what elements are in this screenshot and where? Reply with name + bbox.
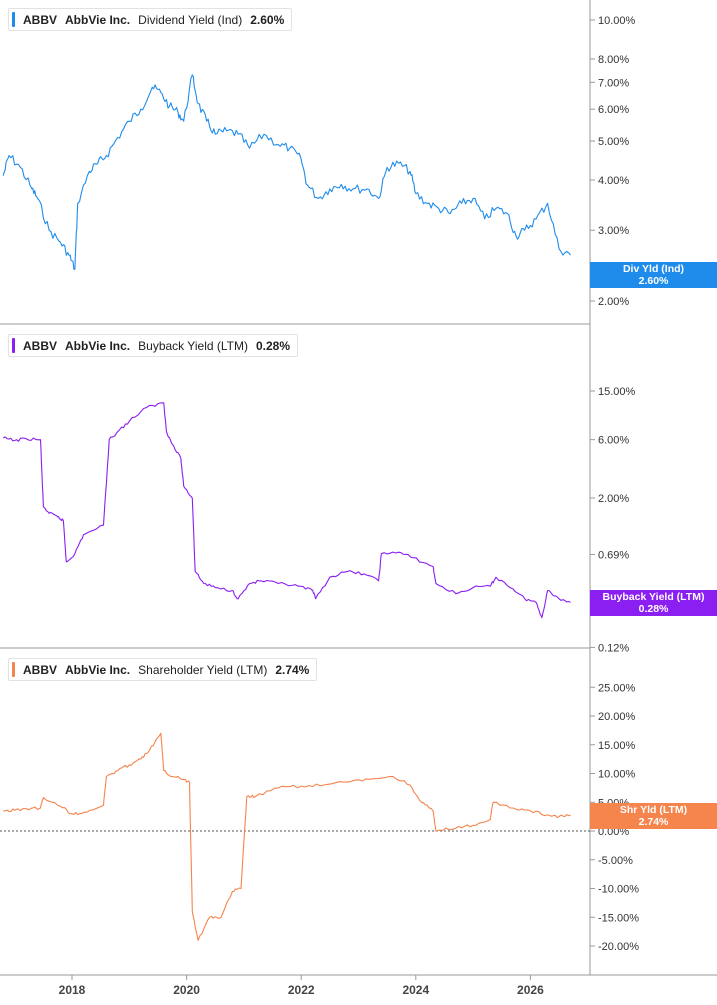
y-tick-label: 3.00%	[598, 225, 629, 237]
legend-company: AbbVie Inc.	[65, 338, 131, 353]
legend-buyback[interactable]: ABBV AbbVie Inc. Buyback Yield (LTM) 0.2…	[8, 334, 299, 357]
legend-dividend[interactable]: ABBV AbbVie Inc. Dividend Yield (Ind) 2.…	[8, 8, 293, 31]
legend-ticker: ABBV	[23, 662, 58, 677]
y-tick-label: 15.00%	[598, 740, 636, 752]
y-tick-label: -15.00%	[598, 912, 639, 924]
y-tick-label: 0.00%	[598, 826, 629, 838]
legend-value: 2.60%	[250, 12, 285, 27]
tag-label: Shr Yld (LTM)	[619, 804, 688, 816]
x-tick-label: 2020	[173, 983, 200, 997]
y-tick-label: 20.00%	[598, 711, 636, 723]
x-tick-label: 2024	[402, 983, 429, 997]
tag-value: 0.28%	[638, 603, 669, 615]
y-tick-label: 7.00%	[598, 77, 629, 89]
legend-metric: Shareholder Yield (LTM)	[138, 662, 268, 677]
y-tick-label: 8.00%	[598, 54, 629, 66]
legend-metric: Buyback Yield (LTM)	[138, 338, 248, 353]
y-tick-label: 15.00%	[598, 386, 636, 398]
series-swatch	[12, 12, 15, 27]
tag-label: Div Yld (Ind)	[622, 263, 685, 275]
series-line-shareholder	[3, 732, 571, 941]
lines-layer	[2, 74, 571, 941]
y-tick-label: 25.00%	[598, 682, 636, 694]
x-ticks-layer: 2018 2020 2022 2024 2026	[59, 975, 544, 997]
series-swatch	[12, 338, 15, 353]
y-tick-label: 0.12%	[598, 642, 629, 654]
legend-value: 0.28%	[255, 338, 291, 353]
tag-label: Buyback Yield (LTM)	[602, 591, 705, 603]
y-tick-label: -5.00%	[598, 855, 633, 867]
series-line-buyback	[2, 402, 571, 619]
y-tick-label: 10.00%	[598, 15, 636, 27]
tag-value: 2.60%	[638, 275, 669, 287]
x-tick-label: 2022	[288, 983, 315, 997]
y-tick-label: 10.00%	[598, 769, 636, 781]
legend-metric: Dividend Yield (Ind)	[138, 12, 243, 27]
series-line-dividend	[2, 74, 571, 270]
legend-shareholder[interactable]: ABBV AbbVie Inc. Shareholder Yield (LTM)…	[8, 658, 318, 681]
last-value-tag-buyback: Buyback Yield (LTM) 0.28%	[590, 590, 717, 616]
y-tick-label: 6.00%	[598, 104, 629, 116]
y-tick-label: 5.00%	[598, 136, 629, 148]
y-tick-label: 2.00%	[598, 296, 629, 308]
last-value-tag-dividend: Div Yld (Ind) 2.60%	[590, 262, 717, 288]
legend-value: 2.74%	[275, 662, 310, 677]
legend-company: AbbVie Inc.	[65, 662, 131, 677]
y-tick-label: -20.00%	[598, 941, 639, 953]
legend-company: AbbVie Inc.	[65, 12, 131, 27]
y-tick-label: 2.00%	[598, 493, 629, 505]
y-tick-label: 0.69%	[598, 550, 629, 562]
legend-ticker: ABBV	[23, 338, 58, 353]
last-value-tag-shareholder: Shr Yld (LTM) 2.74%	[590, 803, 717, 829]
y-tick-label: 4.00%	[598, 175, 629, 187]
tag-value: 2.74%	[638, 816, 669, 828]
x-tick-label: 2018	[59, 983, 86, 997]
series-swatch	[12, 662, 15, 677]
y-tick-label: 6.00%	[598, 435, 629, 447]
legend-ticker: ABBV	[23, 12, 58, 27]
y-tick-label: -10.00%	[598, 884, 639, 896]
x-tick-label: 2026	[517, 983, 544, 997]
